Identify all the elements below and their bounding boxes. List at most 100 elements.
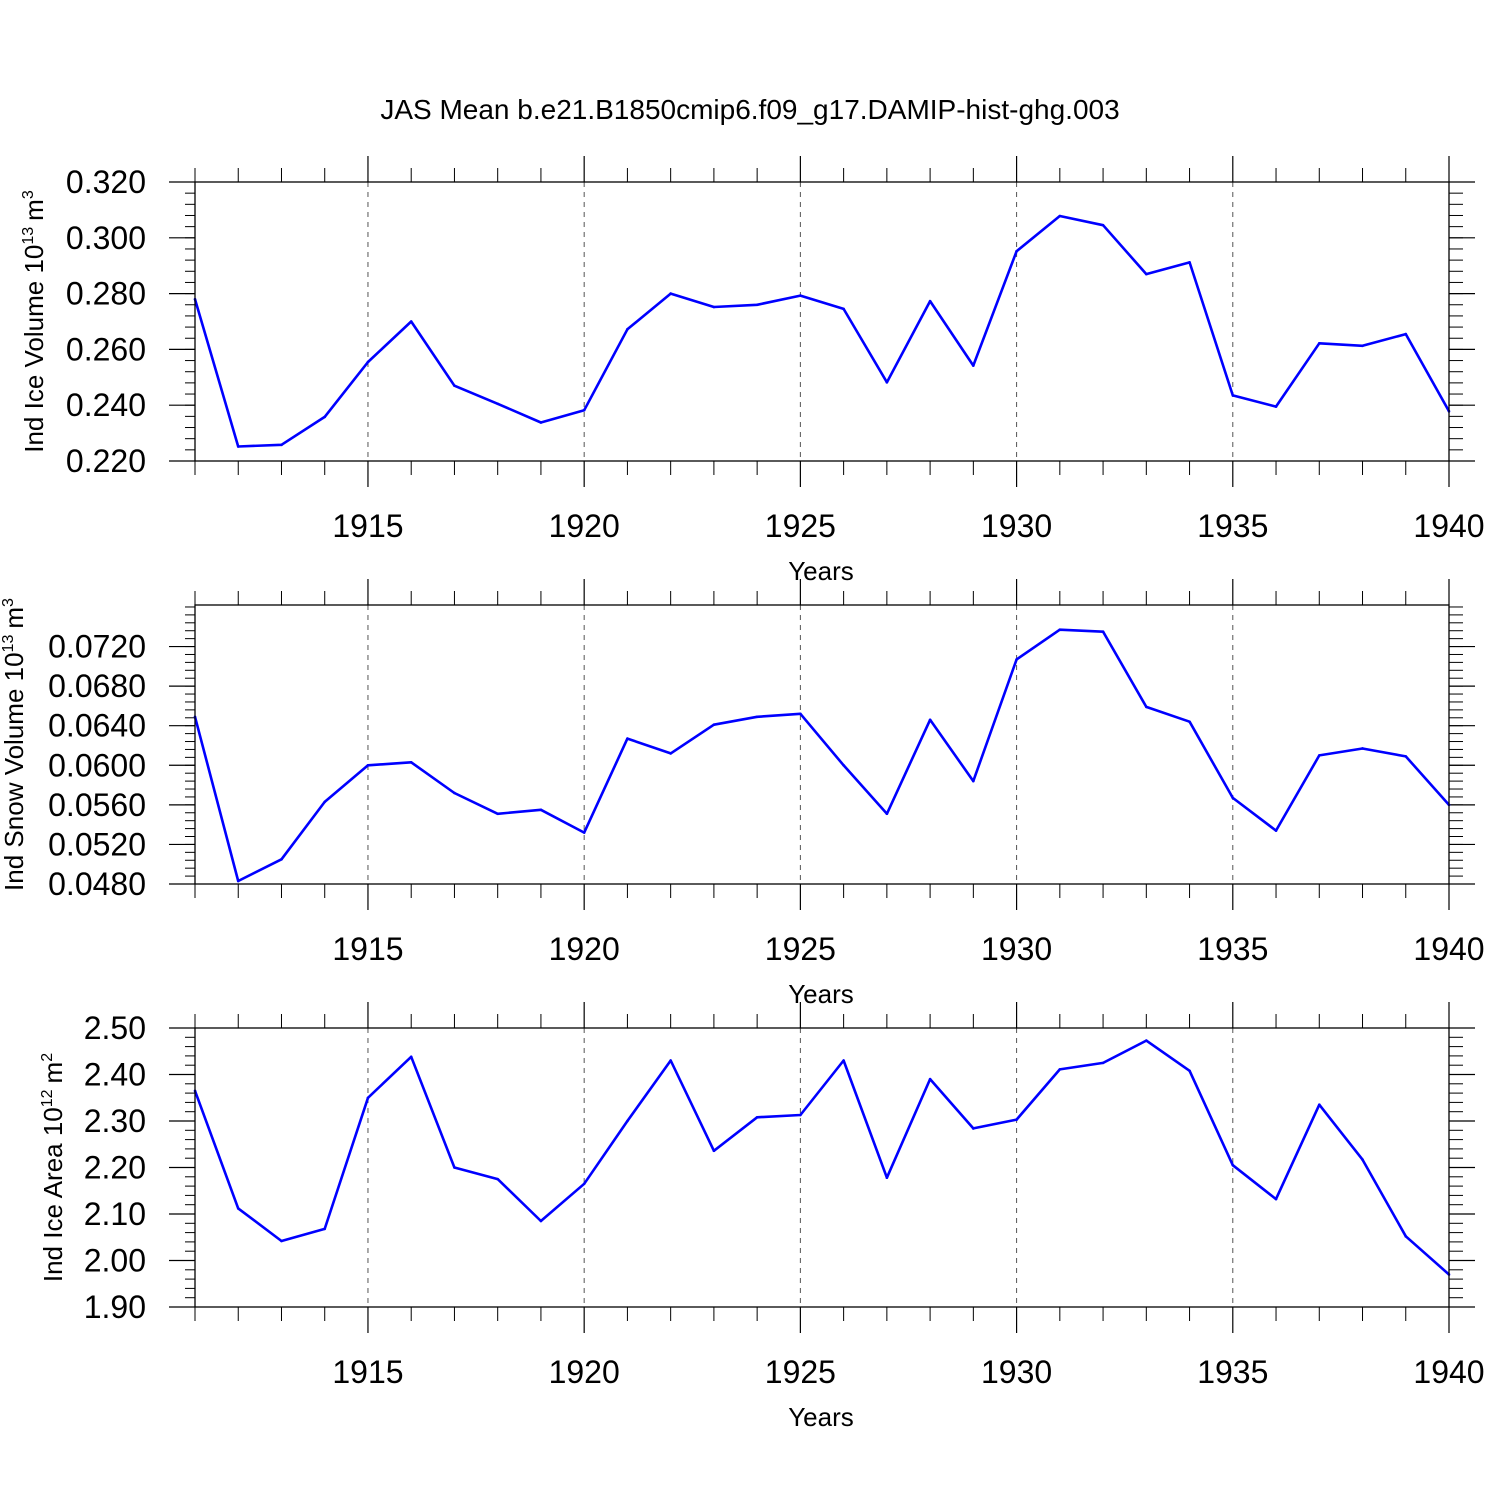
data-point [496, 1177, 499, 1181]
data-point [236, 445, 240, 448]
data-point [755, 715, 759, 719]
data-point [842, 1059, 845, 1062]
data-point [496, 812, 499, 816]
data-point [1058, 628, 1062, 632]
data-point [539, 808, 543, 812]
y-tick-label: 0.320 [66, 164, 146, 200]
y-axis-label-exponent: 12 [39, 1089, 56, 1107]
y-axis-label-exponent: 13 [20, 227, 37, 245]
data-point [885, 1176, 889, 1180]
data-point [1058, 214, 1062, 218]
data-point [1101, 1061, 1105, 1065]
series-line [193, 1039, 1450, 1276]
data-point [885, 812, 889, 816]
data-point [712, 723, 716, 727]
data-point [453, 1166, 456, 1169]
plot-frame [194, 1027, 1450, 1308]
y-tick-label: 0.240 [66, 387, 146, 423]
x-tick-label: 1915 [332, 931, 403, 967]
y-tick-label: 0.0640 [48, 708, 146, 744]
data-point [972, 779, 975, 783]
y-axis-label-unit-exponent: 3 [20, 190, 37, 199]
y-tick-label: 2.40 [84, 1057, 146, 1093]
data-point [1015, 658, 1018, 661]
y-tick-label: 1.90 [84, 1289, 146, 1325]
data-point [669, 1059, 672, 1062]
y-tick-label: 0.0480 [48, 866, 146, 902]
data-point [582, 408, 586, 412]
x-axis-label: Years [788, 979, 854, 1009]
y-axis-label-unit-exponent: 2 [39, 1053, 56, 1062]
data-point [1231, 1163, 1235, 1167]
y-axis-label-exponent: 13 [0, 635, 17, 653]
data-point [972, 364, 975, 367]
y-tick-label: 2.10 [84, 1196, 146, 1232]
data-point [280, 1239, 283, 1243]
data-point [1317, 1103, 1321, 1107]
data-point [323, 1227, 327, 1231]
data-point [1361, 1158, 1364, 1161]
y-tick-label: 0.260 [66, 331, 146, 367]
y-axis-label: Ind Ice Area 1012 m2 [38, 1053, 68, 1282]
y-tick-label: 0.220 [66, 443, 146, 479]
y-tick-label: 0.0560 [48, 787, 146, 823]
x-tick-label: 1930 [981, 931, 1052, 967]
y-tick-label: 0.0720 [48, 629, 146, 665]
data-point [1188, 261, 1191, 264]
x-tick-label: 1935 [1197, 508, 1268, 544]
data-point [366, 763, 370, 767]
data-point [539, 1219, 543, 1223]
y-tick-label: 2.00 [84, 1243, 146, 1279]
data-point [669, 292, 672, 295]
data-point [236, 879, 240, 883]
data-point [712, 305, 716, 309]
data-point [1404, 332, 1408, 336]
data-point [1361, 344, 1364, 348]
x-tick-label: 1935 [1197, 931, 1268, 967]
data-point [799, 1113, 802, 1117]
data-point [1317, 341, 1321, 345]
data-point [1101, 223, 1105, 227]
data-point [669, 752, 672, 755]
data-point [928, 299, 932, 303]
data-point [712, 1149, 716, 1153]
x-tick-label: 1940 [1413, 508, 1484, 544]
panel-3: 1.90 2.00 2.10 2.20 2.30 2.40 2.50 1915 1920 1925… [38, 1002, 1485, 1432]
x-tick-label: 1935 [1197, 1354, 1268, 1390]
x-tick-label: 1930 [981, 1354, 1052, 1390]
data-point [799, 294, 802, 297]
data-point [539, 421, 543, 424]
x-tick-label: 1920 [549, 1354, 620, 1390]
y-axis-label-text: Ind Snow Volume 10 [0, 652, 29, 891]
y-tick-label: 2.30 [84, 1103, 146, 1139]
y-axis-label-unit: m [0, 607, 29, 629]
data-point [280, 443, 283, 447]
data-point [1404, 755, 1408, 758]
data-point [323, 415, 327, 419]
y-axis-label-unit: m [38, 1062, 68, 1084]
data-point [236, 1207, 240, 1210]
data-point [453, 384, 456, 387]
data-point [409, 761, 413, 764]
data-point [409, 1055, 413, 1059]
data-point [1231, 394, 1235, 397]
data-point [1231, 796, 1235, 800]
x-axis-label: Years [788, 556, 854, 586]
x-axis-label: Years [788, 1402, 854, 1432]
x-tick-label: 1940 [1413, 1354, 1484, 1390]
data-point [1317, 754, 1321, 757]
y-axis-label-text: Ind Ice Volume 10 [19, 245, 49, 453]
y-tick-label: 0.0520 [48, 826, 146, 862]
data-point [1404, 1235, 1408, 1238]
x-tick-label: 1925 [765, 508, 836, 544]
x-tick-label: 1915 [332, 508, 403, 544]
data-point [1274, 1197, 1278, 1201]
y-tick-label: 2.50 [84, 1010, 146, 1046]
data-point [1274, 829, 1278, 832]
data-point [323, 800, 327, 804]
data-point [366, 1096, 370, 1100]
y-tick-label: 0.0600 [48, 747, 146, 783]
data-point [626, 737, 629, 740]
